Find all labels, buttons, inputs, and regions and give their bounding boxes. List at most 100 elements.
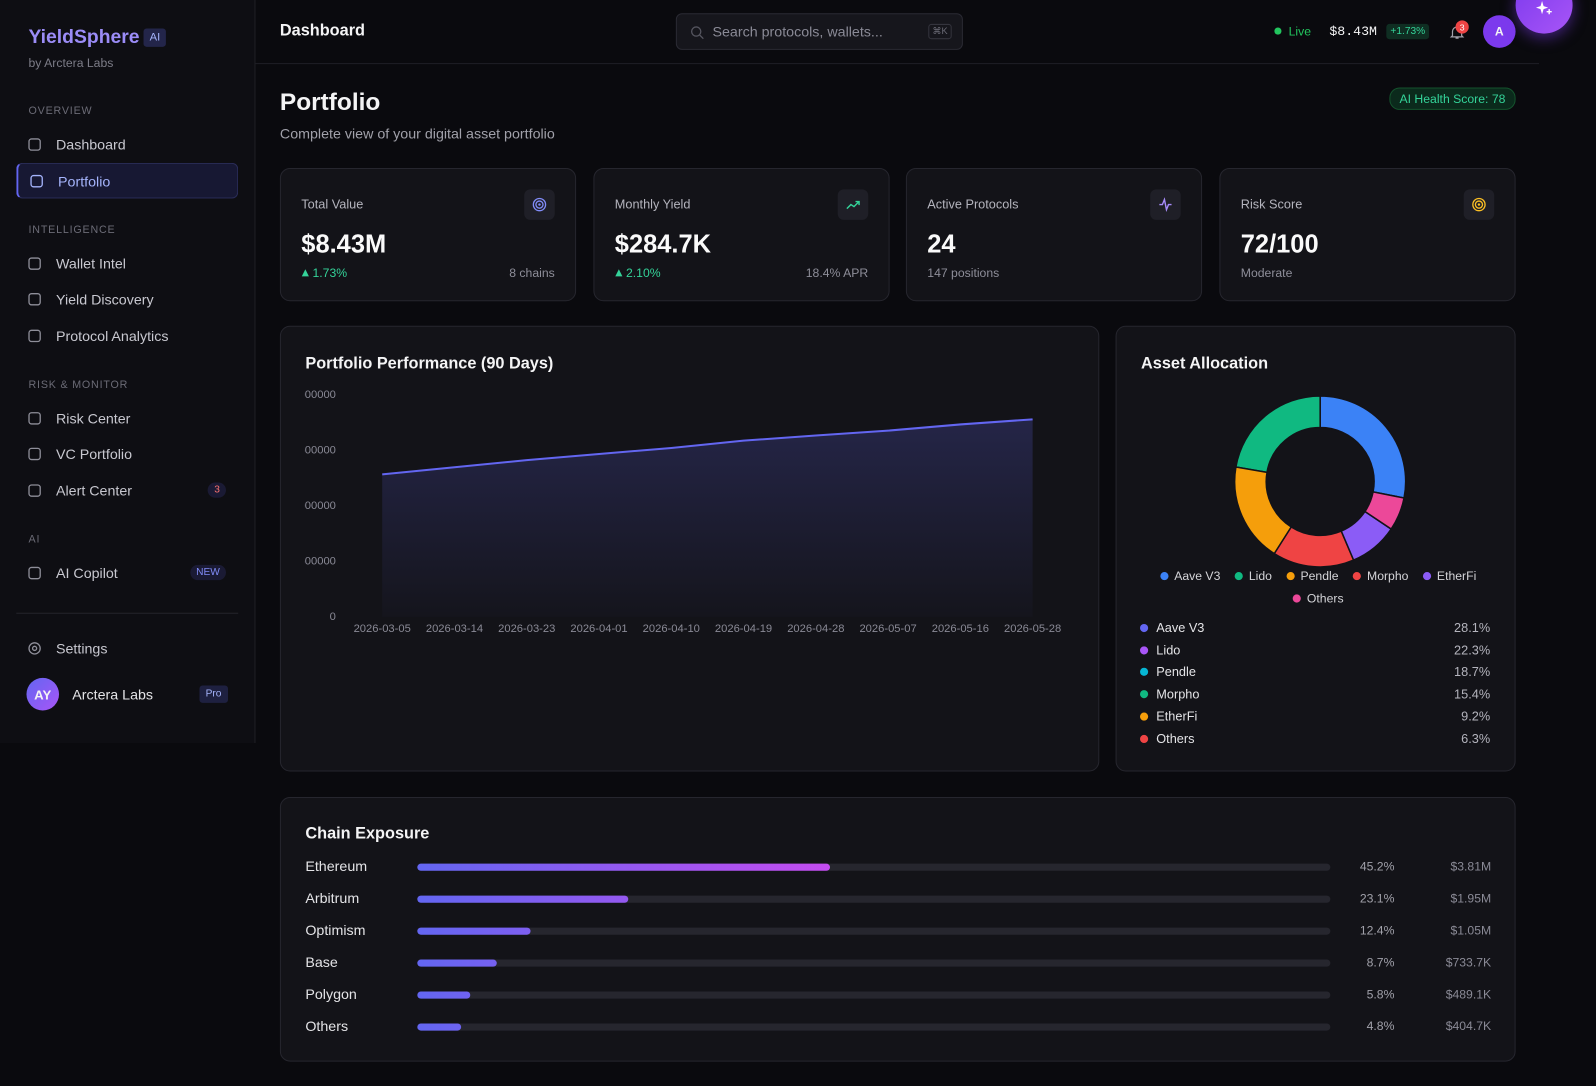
nav-section-title: AI bbox=[28, 532, 41, 546]
nav-icon bbox=[28, 447, 41, 461]
chart-title: Portfolio Performance (90 Days) bbox=[305, 355, 554, 373]
pie-segment bbox=[1363, 490, 1405, 531]
line bbox=[382, 418, 1033, 476]
nav-icon bbox=[28, 329, 41, 342]
nav-label: Portfolio bbox=[58, 172, 111, 189]
stat-card: Active Protocols 24 147 positions bbox=[905, 167, 1203, 302]
stat-label: Total Value bbox=[301, 197, 364, 212]
pie-segment bbox=[1235, 395, 1321, 474]
topbar-title: Dashboard bbox=[279, 22, 365, 40]
account-avatar[interactable]: A bbox=[1483, 15, 1516, 48]
stat-change-text: 1.73% bbox=[312, 265, 348, 280]
allocation-row: Others 6.3% bbox=[1140, 729, 1490, 747]
nav-label: Settings bbox=[55, 639, 108, 657]
allocation-percent: 28.1% bbox=[1454, 620, 1491, 636]
topbar-border bbox=[255, 63, 1540, 65]
chart-title: Asset Allocation bbox=[1141, 355, 1269, 373]
nav-label: Risk Center bbox=[55, 409, 131, 426]
divider bbox=[16, 612, 239, 614]
nav-item[interactable]: Wallet Intel bbox=[16, 245, 238, 281]
chart-title: Chain Exposure bbox=[305, 825, 430, 843]
legend-swatch bbox=[1352, 572, 1361, 581]
nav-icon bbox=[30, 174, 43, 187]
allocation-dot bbox=[1140, 734, 1149, 743]
nav-settings[interactable]: Settings bbox=[16, 630, 238, 666]
nav-item-active[interactable]: Portfolio bbox=[16, 162, 239, 199]
category-label: Polygon bbox=[305, 987, 357, 1003]
user-name: Arctera Labs bbox=[72, 686, 154, 703]
amount-label: $404.7K bbox=[1446, 1019, 1491, 1033]
x-tick-label: 2026-05-16 bbox=[932, 623, 989, 635]
allocation-percent: 9.2% bbox=[1461, 709, 1491, 724]
nav-item[interactable]: Risk Center bbox=[16, 400, 238, 436]
nav-icon bbox=[28, 256, 41, 270]
stat-change: 1.73% bbox=[301, 266, 347, 280]
brand-badge: AI bbox=[143, 28, 167, 47]
nav-item[interactable]: Protocol Analytics bbox=[16, 318, 238, 354]
value-label: 45.2% bbox=[1360, 859, 1395, 873]
search-placeholder: Search protocols, wallets... bbox=[712, 23, 883, 40]
nav-item[interactable]: Yield Discovery bbox=[16, 281, 238, 317]
nav-badge: NEW bbox=[189, 564, 226, 581]
stat-note: 8 chains bbox=[509, 265, 555, 280]
stat-card: Monthly Yield $284.7K 2.10% 18.4% APR bbox=[593, 167, 890, 302]
search-box[interactable]: Search protocols, wallets... ⌘K bbox=[675, 13, 963, 50]
y-tick-label: 7500000 bbox=[292, 444, 336, 456]
bar bbox=[417, 991, 471, 999]
nav-item[interactable]: Alert Center 3 bbox=[16, 472, 238, 508]
value-label: 4.8% bbox=[1367, 1019, 1395, 1033]
topbar-change: +1.73% bbox=[1386, 23, 1430, 40]
icon-shape bbox=[28, 256, 41, 270]
x-tick-label: 2026-04-10 bbox=[643, 623, 700, 635]
bar bbox=[417, 1023, 462, 1031]
allocation-percent: 18.7% bbox=[1454, 665, 1491, 680]
notification-count: 3 bbox=[1455, 20, 1469, 34]
category-label: Ethereum bbox=[305, 859, 367, 875]
nav-item[interactable]: VC Portfolio bbox=[16, 436, 238, 472]
allocation-row: EtherFi 9.2% bbox=[1140, 707, 1490, 725]
y-tick-label: 2500000 bbox=[292, 555, 336, 567]
live-status: Live bbox=[1288, 24, 1312, 39]
legend-swatch bbox=[1159, 572, 1169, 581]
allocation-row: Pendle 18.7% bbox=[1140, 663, 1490, 681]
nav-section-title: INTELLIGENCE bbox=[28, 223, 116, 236]
nav-label: Dashboard bbox=[55, 136, 126, 153]
legend-label: Morpho bbox=[1367, 568, 1409, 584]
settings-icon bbox=[28, 641, 41, 655]
allocation-name: EtherFi bbox=[1156, 709, 1198, 724]
nav-item[interactable]: Dashboard bbox=[16, 127, 238, 163]
bar bbox=[417, 959, 497, 967]
y-tick-label: 10000000 bbox=[286, 389, 336, 401]
sidebar: YieldSphere AI by Arctera Labs Settings … bbox=[0, 0, 256, 744]
nav-item[interactable]: AI Copilot NEW bbox=[16, 555, 238, 591]
x-tick-label: 2026-05-28 bbox=[1004, 623, 1061, 635]
nav-icon bbox=[28, 483, 41, 497]
stat-card: Total Value $8.43M 1.73% 8 chains bbox=[279, 167, 577, 302]
legend-item: Lido bbox=[1234, 568, 1272, 584]
bar-track bbox=[417, 895, 1331, 903]
nav-icon bbox=[28, 292, 41, 306]
pie-segment bbox=[1319, 395, 1407, 499]
allocation-chart bbox=[1233, 395, 1407, 568]
legend-item: Aave V3 bbox=[1159, 568, 1220, 584]
stat-value: 24 bbox=[927, 230, 956, 259]
copilot-fab[interactable] bbox=[1515, 0, 1573, 34]
legend-label: Pendle bbox=[1300, 568, 1339, 584]
chain-chart: Ethereum 45.2% $3.81M Arbitrum 23.1% $1.95M Op… bbox=[305, 859, 1491, 1035]
allocation-dot bbox=[1140, 712, 1149, 721]
nav-label: Yield Discovery bbox=[55, 291, 154, 308]
x-tick-label: 2026-03-23 bbox=[498, 623, 555, 635]
allocation-dot bbox=[1140, 623, 1149, 633]
stat-icon bbox=[524, 189, 555, 220]
nav-badge: 3 bbox=[208, 482, 226, 498]
allocation-percent: 6.3% bbox=[1461, 731, 1491, 746]
icon-shape bbox=[28, 483, 41, 497]
amount-label: $1.95M bbox=[1450, 891, 1491, 905]
user-avatar[interactable]: AY bbox=[26, 677, 60, 711]
allocation-dot bbox=[1140, 668, 1149, 677]
allocation-dot bbox=[1140, 646, 1149, 655]
stat-change: 2.10% bbox=[615, 266, 661, 280]
nav-section-title: RISK & MONITOR bbox=[28, 378, 129, 391]
icon-shape bbox=[30, 174, 43, 187]
